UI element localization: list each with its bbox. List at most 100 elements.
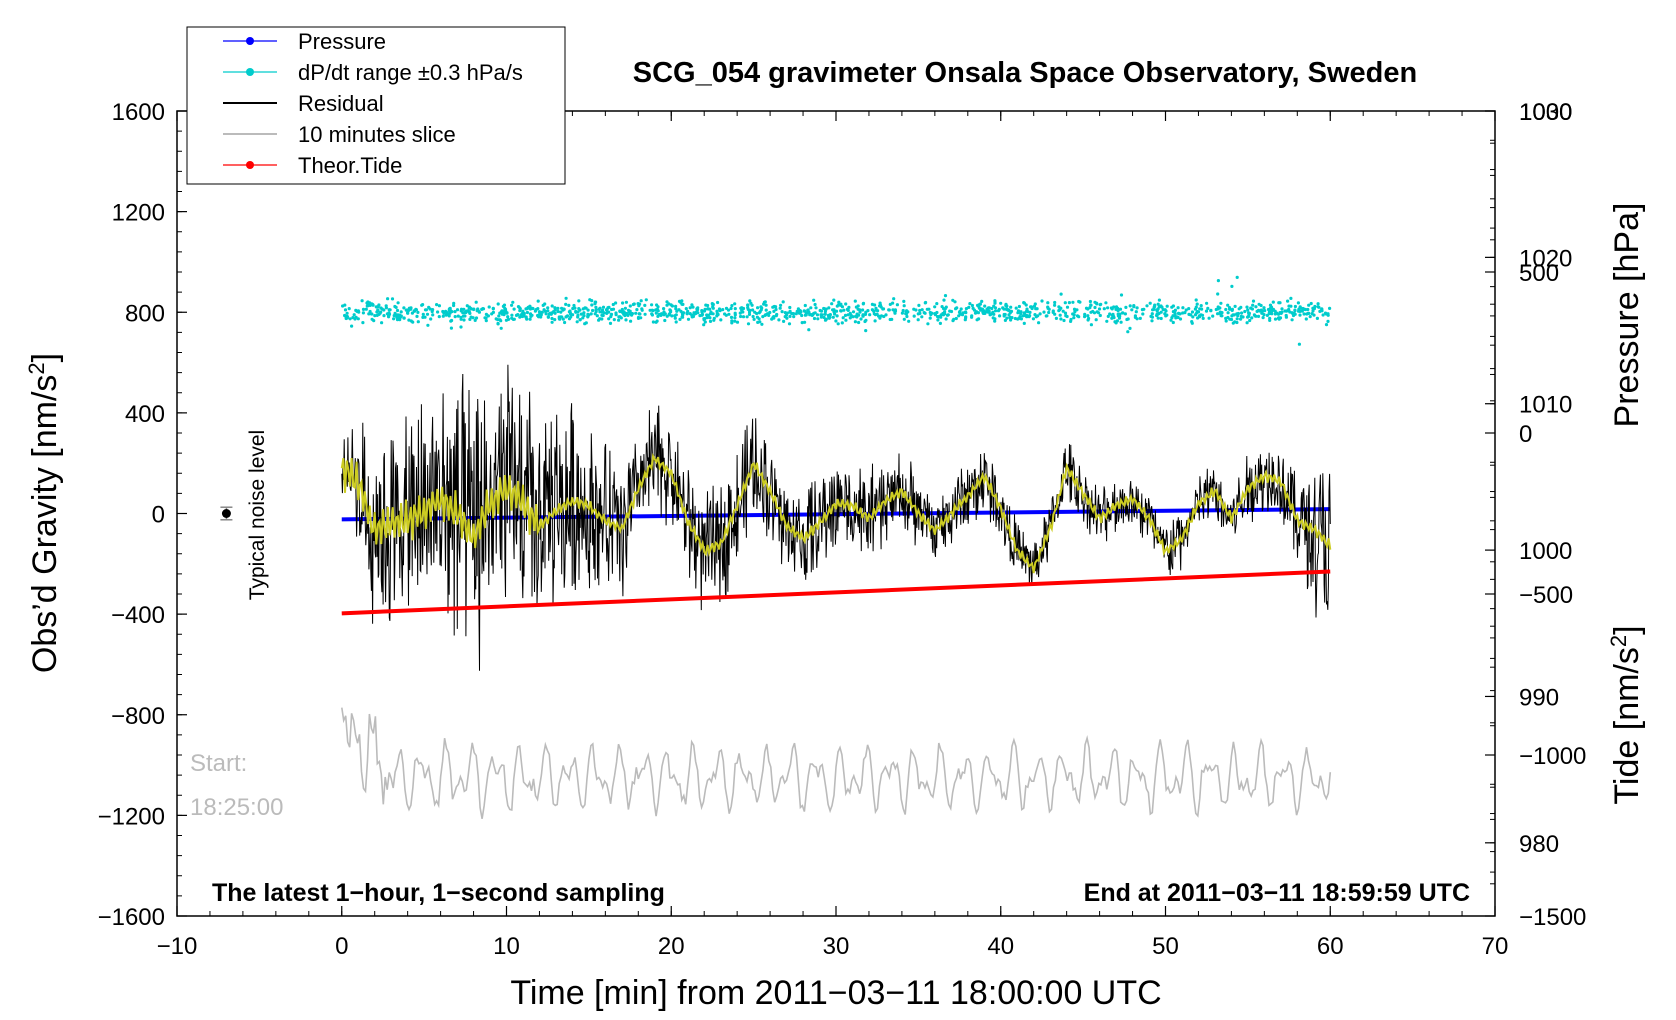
dpdt-point (577, 299, 581, 303)
dpdt-point (442, 311, 446, 315)
dpdt-point (912, 314, 916, 318)
dpdt-point (998, 314, 1002, 318)
dpdt-point (925, 307, 929, 311)
dpdt-point (695, 307, 699, 311)
dpdt-point (750, 303, 754, 307)
dpdt-point (808, 313, 812, 317)
dpdt-point (902, 299, 906, 303)
dpdt-point (437, 315, 441, 319)
dpdt-point (1126, 330, 1130, 334)
dpdt-point (745, 315, 749, 319)
dpdt-point (1191, 315, 1195, 319)
dpdt-point (900, 311, 905, 315)
dpdt-point (1062, 318, 1066, 323)
dpdt-point (787, 322, 792, 326)
dpdt-point (407, 318, 411, 322)
x-tick-label: −10 (157, 933, 198, 960)
dpdt-point (480, 307, 484, 311)
dpdt-point (755, 311, 759, 316)
dpdt-point (842, 308, 846, 312)
dpdt-point (708, 319, 713, 323)
dpdt-point (1176, 306, 1180, 310)
dpdt-point (607, 317, 611, 321)
dpdt-point (986, 310, 991, 314)
dpdt-point (1086, 314, 1090, 318)
dpdt-point (922, 311, 926, 315)
dpdt-point (834, 319, 838, 323)
dpdt-point (972, 308, 977, 312)
dpdt-point (1235, 317, 1239, 321)
dpdt-point (680, 299, 684, 303)
dpdt-point (712, 316, 716, 320)
dpdt-point (1093, 305, 1097, 310)
left-tick-label: −1200 (98, 803, 165, 830)
dpdt-point (546, 306, 550, 310)
dpdt-point (1063, 311, 1068, 315)
dpdt-point (1328, 306, 1332, 310)
dpdt-point (764, 308, 768, 312)
dpdt-point (1128, 304, 1132, 308)
dpdt-point (1156, 316, 1160, 320)
dpdt-point (345, 311, 349, 315)
dpdt-point (989, 312, 993, 316)
dpdt-point (462, 307, 466, 311)
dpdt-point (853, 320, 858, 324)
dpdt-point (1040, 299, 1044, 303)
dpdt-point (844, 302, 848, 306)
dpdt-point (990, 306, 994, 311)
left-axis-title: Obs’d Gravity [nm/s2] (24, 353, 64, 673)
dpdt-point (594, 305, 598, 309)
tide-tick-label: 500 (1519, 260, 1559, 287)
dpdt-point (467, 310, 471, 314)
dpdt-point (620, 307, 624, 312)
dpdt-point (638, 302, 642, 306)
dpdt-point (1326, 319, 1330, 323)
dpdt-point (667, 312, 672, 316)
dpdt-point (933, 312, 937, 316)
pressure-axis-title: Pressure [hPa] (1608, 203, 1646, 428)
dpdt-point (912, 307, 916, 311)
dpdt-point (564, 302, 568, 306)
dpdt-point (794, 312, 798, 316)
dpdt-point (1025, 313, 1029, 318)
dpdt-point (1253, 314, 1257, 318)
dpdt-point (729, 306, 733, 311)
dpdt-point (1293, 309, 1297, 313)
dpdt-point (1087, 316, 1091, 321)
dpdt-point (846, 308, 850, 312)
dpdt-point (651, 309, 655, 313)
dpdt-point (844, 318, 848, 322)
dpdt-point (1297, 307, 1301, 311)
dpdt-point (598, 306, 602, 310)
dpdt-point (928, 316, 932, 320)
dpdt-point (1078, 300, 1082, 304)
dpdt-point (1256, 308, 1261, 312)
dpdt-point (1116, 309, 1120, 313)
dpdt-point (878, 304, 882, 308)
dpdt-point (392, 317, 396, 321)
dpdt-point (906, 310, 910, 314)
dpdt-point (496, 302, 500, 306)
dpdt-point (1271, 307, 1275, 311)
dpdt-point (779, 303, 783, 307)
dpdt-point (368, 303, 372, 307)
dpdt-point (607, 305, 611, 309)
dpdt-point (1149, 314, 1153, 318)
dpdt-point (648, 308, 652, 312)
dpdt-point (429, 317, 433, 321)
dpdt-point (1061, 309, 1065, 313)
dpdt-point (1135, 306, 1139, 310)
dpdt-point (958, 312, 963, 316)
dpdt-point (680, 315, 684, 319)
dpdt-point (800, 313, 804, 318)
dpdt-point (406, 311, 410, 315)
dpdt-point (1098, 313, 1102, 318)
dpdt-point (711, 312, 715, 316)
dpdt-point (468, 317, 472, 321)
dpdt-point (581, 307, 585, 311)
dpdt-point (727, 312, 731, 316)
dpdt-point (1071, 300, 1075, 304)
dpdt-point (564, 296, 568, 300)
dpdt-point (1233, 320, 1237, 324)
dpdt-point (1316, 302, 1320, 306)
